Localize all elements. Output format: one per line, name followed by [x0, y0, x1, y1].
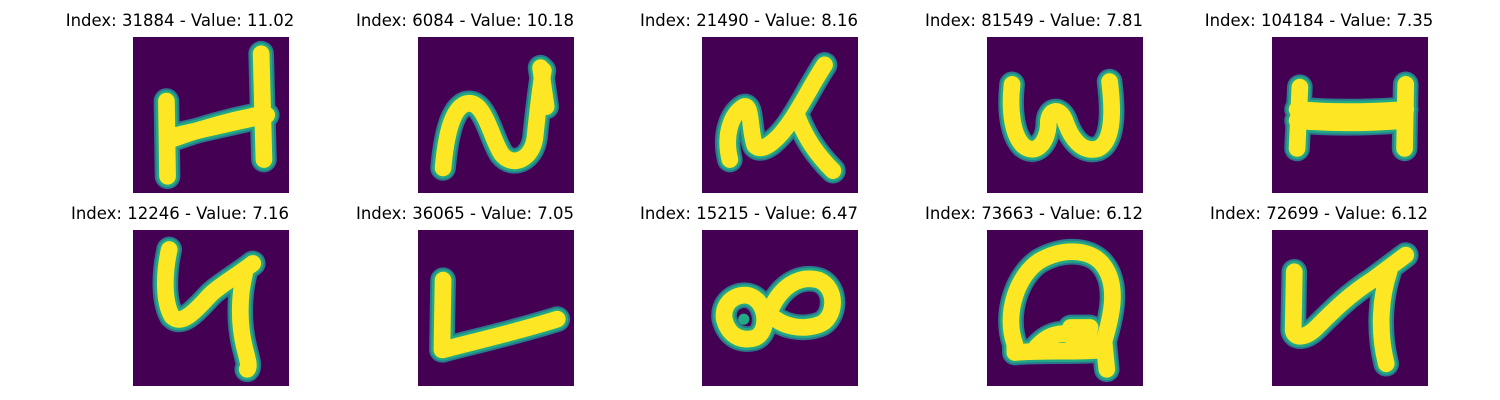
handwritten-H-image — [133, 37, 289, 193]
glyph-strokes — [719, 56, 842, 180]
glyph-strokes — [158, 45, 276, 185]
handwritten-d-image — [702, 37, 858, 193]
glyph-strokes — [434, 59, 555, 177]
panel: Index: 6084 - Value: 10.18 — [315, 0, 615, 193]
panel-title: Index: 15215 - Value: 6.47 — [639, 204, 858, 223]
panel: Index: 15215 - Value: 6.47 — [599, 193, 899, 386]
glyph-strokes — [433, 271, 566, 359]
glyph-strokes — [1284, 246, 1415, 373]
panel: Index: 81549 - Value: 7.81 — [884, 0, 1184, 193]
panel: Index: 73663 - Value: 6.12 — [884, 193, 1184, 386]
handwritten-infinity-image — [702, 230, 858, 386]
panel-title: Index: 6084 - Value: 10.18 — [355, 11, 574, 30]
handwritten-w-image — [987, 37, 1143, 193]
panel-title: Index: 72699 - Value: 6.12 — [1209, 204, 1428, 223]
panel: Index: 31884 - Value: 11.02 — [30, 0, 330, 193]
glyph-strokes — [156, 241, 262, 378]
handwritten-N-image — [418, 37, 574, 193]
panel: Index: 36065 - Value: 7.05 — [315, 193, 615, 386]
panel-title: Index: 31884 - Value: 11.02 — [65, 11, 295, 30]
panel-title: Index: 73663 - Value: 6.12 — [924, 204, 1143, 223]
handwritten-y-image — [133, 230, 289, 386]
handwritten-y2-image — [1272, 230, 1428, 386]
panel: Index: 21490 - Value: 8.16 — [599, 0, 899, 193]
panel-title: Index: 21490 - Value: 8.16 — [639, 11, 858, 30]
glyph-strokes — [1002, 243, 1121, 378]
handwritten-L-image — [418, 230, 574, 386]
glyph-strokes — [1288, 76, 1415, 157]
panel-title: Index: 81549 - Value: 7.81 — [924, 11, 1143, 30]
glyph-strokes — [1002, 73, 1120, 158]
panel: Index: 12246 - Value: 7.16 — [30, 193, 330, 386]
handwritten-Q-image — [987, 230, 1143, 386]
panel: Index: 104184 - Value: 7.35 — [1169, 0, 1469, 193]
panel-title: Index: 36065 - Value: 7.05 — [355, 204, 574, 223]
panel-title: Index: 104184 - Value: 7.35 — [1204, 11, 1434, 30]
glyph-strokes — [715, 270, 841, 348]
panel: Index: 72699 - Value: 6.12 — [1169, 193, 1469, 386]
handwritten-H-bar-image — [1272, 37, 1428, 193]
panel-title: Index: 12246 - Value: 7.16 — [70, 204, 289, 223]
